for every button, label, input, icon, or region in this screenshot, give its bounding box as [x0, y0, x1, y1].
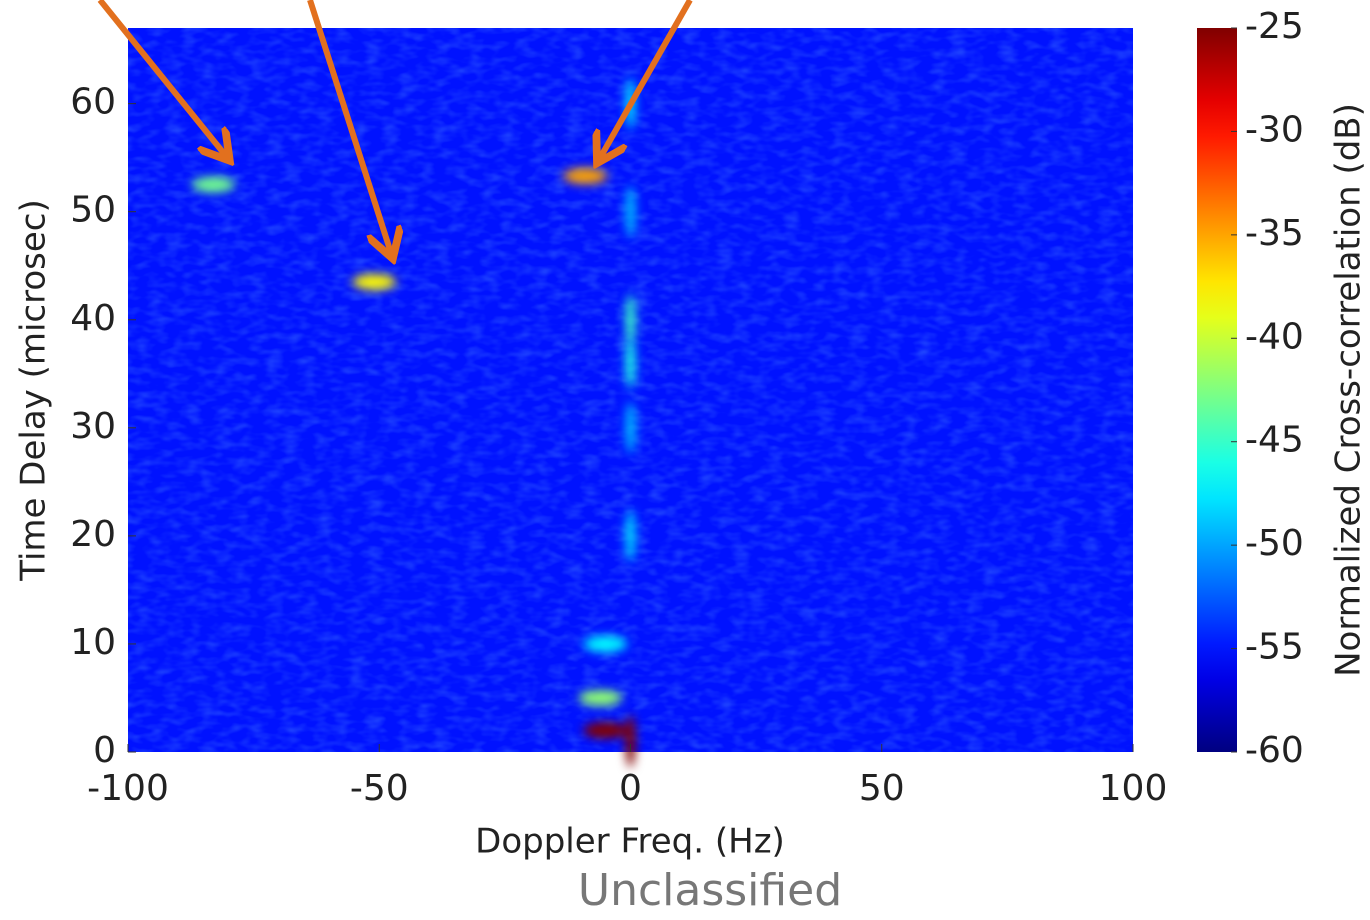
- arrow: [600, 0, 693, 158]
- y-tick-label: 40: [70, 298, 116, 339]
- colorbar-tick-label: -30: [1245, 109, 1304, 150]
- axes: -100 -50 0 50 100 0 10 20 30 40 50 60 -60 -55 -50 -45 -4…: [70, 6, 1304, 809]
- arrow: [97, 0, 226, 156]
- colorbar-tick-label: -55: [1245, 627, 1304, 668]
- heat-spot: [625, 293, 636, 346]
- footer: Unclassified: [578, 865, 842, 916]
- x-axis-label: Doppler Freq. (Hz): [475, 822, 785, 862]
- y-axis-label: Time Delay (microsec): [14, 199, 54, 581]
- y-tick-label: 0: [93, 730, 116, 771]
- y-tick-label: 50: [70, 190, 116, 231]
- colorbar-label: Normalized Cross-correlation (dB): [1329, 103, 1369, 677]
- heat-spot: [625, 336, 636, 389]
- y-tick-label: 20: [70, 514, 116, 555]
- y-tick-label: 30: [70, 406, 116, 447]
- heat-spot: [191, 176, 236, 193]
- colorbar-tick-label: -40: [1245, 316, 1304, 357]
- y-tick-label: 10: [70, 622, 116, 663]
- heat-spot: [625, 509, 636, 562]
- arrow: [307, 0, 391, 253]
- colorbar-tick-label: -60: [1245, 730, 1304, 771]
- colorbar-tick-label: -25: [1245, 6, 1304, 47]
- y-tick-label: 60: [70, 82, 116, 123]
- colorbar-tick-label: -35: [1245, 213, 1304, 254]
- heat-spot: [352, 273, 397, 290]
- heat-spot: [625, 185, 636, 238]
- x-tick-label: 0: [619, 768, 642, 809]
- heat-spot: [625, 401, 636, 454]
- x-tick-label: 100: [1099, 768, 1168, 809]
- noise-texture: [128, 28, 1133, 752]
- heat-spot: [583, 722, 628, 739]
- x-tick-label: -50: [350, 768, 409, 809]
- features: [191, 77, 636, 768]
- colorbar-tick-label: -45: [1245, 420, 1304, 461]
- heat-spot: [563, 168, 608, 185]
- heat-spot: [583, 635, 628, 652]
- x-tick-label: -100: [87, 768, 169, 809]
- colorbar: [1197, 28, 1237, 752]
- heat-spot: [578, 689, 623, 706]
- colorbar-tick-label: -50: [1245, 523, 1304, 564]
- annotation-arrows: [97, 0, 693, 253]
- x-tick-label: 50: [859, 768, 905, 809]
- heat-spot: [625, 715, 636, 768]
- plot-area: [128, 28, 1133, 768]
